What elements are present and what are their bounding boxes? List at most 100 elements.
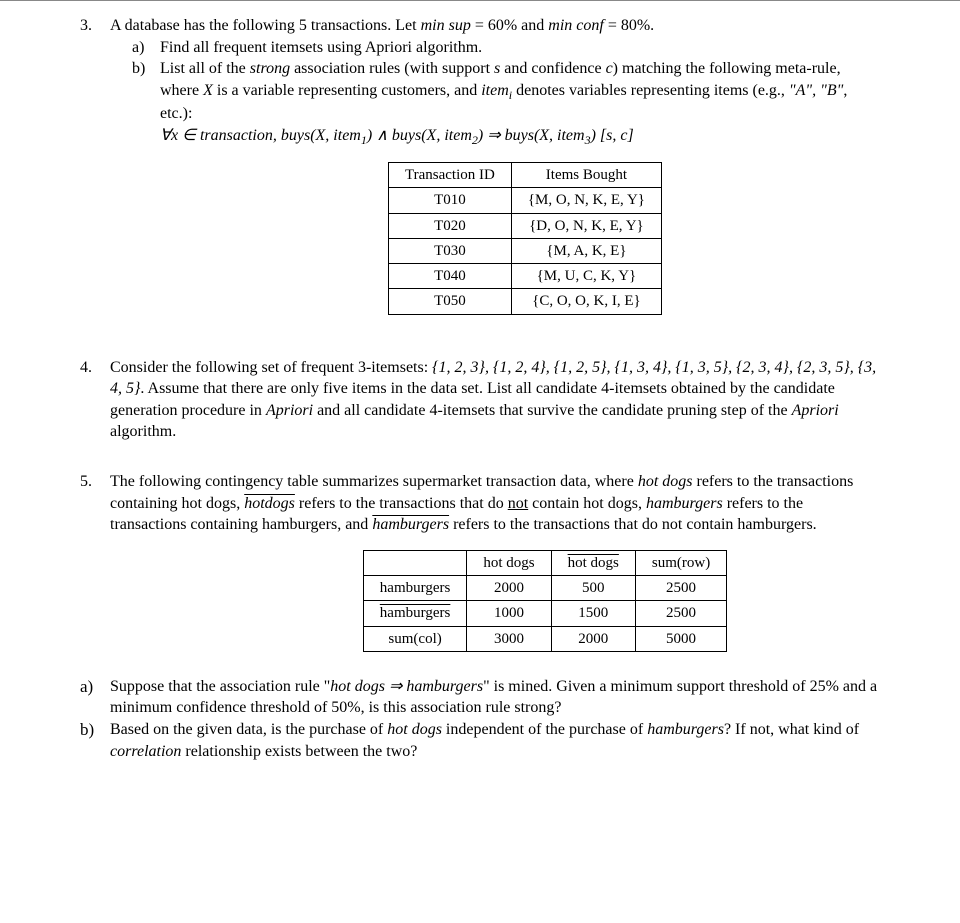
q5-hdbar: hotdogs [244,495,295,512]
table-row: T020{D, O, N, K, E, Y} [388,213,661,238]
cell: 3000 [467,626,551,651]
q5-b: b) Based on the given data, is the purch… [80,719,880,762]
table-row: hamburgers 1000 1500 2500 [363,601,726,626]
q5-table-wrap: hot dogs hot dogs sum(row) hamburgers 20… [110,550,880,652]
th-hotdogs: hot dogs [467,550,551,575]
table-row: sum(col) 3000 2000 5000 [363,626,726,651]
q5b-mid2: ? If not, what kind of [724,721,859,738]
cell: T050 [388,289,511,314]
q3-minconf-val: = 80%. [604,17,654,34]
q3-minconf-label: min conf [548,17,604,34]
th-tid: Transaction ID [388,163,511,188]
cell: 1000 [467,601,551,626]
cell: T010 [388,188,511,213]
q5b-pre: Based on the given data, is the purchase… [110,721,387,738]
row-label-text: hamburgers [380,605,451,621]
q5b-hb: hamburgers [647,721,724,738]
q3-a-text: Find all frequent itemsets using Apriori… [160,37,880,59]
q4-number: 4. [80,357,106,379]
q5-body: The following contingency table summariz… [110,471,880,666]
q5a-pre: Suppose that the association rule " [110,678,330,695]
cell: 2500 [635,601,726,626]
row-label: hamburgers [363,576,467,601]
table-row: T040{M, U, C, K, Y} [388,264,661,289]
cell: {M, A, K, E} [511,238,661,263]
q3-b-text: List all of the strong association rules… [160,58,880,148]
q5b-mid: independent of the purchase of [442,721,647,738]
q3b-post2: is a variable representing customers, an… [213,82,481,99]
q3-minsup-label: min sup [421,17,471,34]
q5-a-text: Suppose that the association rule "hot d… [110,676,880,719]
q3-b: b) List all of the strong association ru… [132,58,880,148]
cell: 2000 [551,626,635,651]
q5-b-text: Based on the given data, is the purchase… [110,719,880,762]
q3-number: 3. [80,15,106,37]
q3b-mid: association rules (with support [290,60,494,77]
q5-ab-list: a) Suppose that the association rule "ho… [80,676,880,762]
q5-number: 5. [80,471,106,493]
cell: {C, O, O, K, I, E} [511,289,661,314]
q5-a: a) Suppose that the association rule "ho… [80,676,880,719]
q4-mid2: and all candidate 4-itemsets that surviv… [313,402,792,419]
th-not-hotdogs: hot dogs [551,550,635,575]
table-row: T030{M, A, K, E} [388,238,661,263]
q3-sublist: a) Find all frequent itemsets using Apri… [110,37,880,149]
q3b-strong: strong [250,60,290,77]
question-3: 3. A database has the following 5 transa… [80,15,880,329]
row-label: sum(col) [363,626,467,651]
q3b-pre: List all of the [160,60,250,77]
q3-body: A database has the following 5 transacti… [110,15,880,329]
table-row: T010{M, O, N, K, E, Y} [388,188,661,213]
q3-a: a) Find all frequent itemsets using Apri… [132,37,880,59]
transactions-table: Transaction ID Items Bought T010{M, O, N… [388,162,662,315]
q4-apriori1: Apriori [266,402,313,419]
q3b-B: "B" [820,82,843,99]
q4-post: algorithm. [110,423,176,440]
cell: 5000 [635,626,726,651]
cell: T030 [388,238,511,263]
q3b-forall: ∀x ∈ [160,127,196,144]
question-5: 5. The following contingency table summa… [80,471,880,762]
q3b-c: c [606,60,613,77]
table-row: hamburgers 2000 500 2500 [363,576,726,601]
table-header-row: Transaction ID Items Bought [388,163,661,188]
q5-pre: The following contingency table summariz… [110,473,638,490]
q5a-rule: hot dogs ⇒ hamburgers [330,678,483,695]
cell: 2500 [635,576,726,601]
row-label: hamburgers [363,601,467,626]
q3b-itemi: item [481,82,509,99]
q3b-mid2: and confidence [500,60,605,77]
q3-minsup-val: = 60% and [471,17,548,34]
q5-mid2: refers to the transactions that do [295,495,508,512]
th-sumrow: sum(row) [635,550,726,575]
th-items: Items Bought [511,163,661,188]
cell: {M, O, N, K, E, Y} [511,188,661,213]
q3b-and: ) ∧ buys(X, item [367,127,472,144]
q3b-imp: ) ⇒ buys(X, item [478,127,585,144]
q3-intro-pre: A database has the following 5 transacti… [110,17,421,34]
q5-hbbar: hamburgers [372,516,449,533]
cell: {D, O, N, K, E, Y} [511,213,661,238]
q5b-corr: correlation [110,743,181,760]
q3b-post3: denotes variables representing items (e.… [512,82,789,99]
q3-table-wrap: Transaction ID Items Bought T010{M, O, N… [110,162,880,315]
table-header-row: hot dogs hot dogs sum(row) [363,550,726,575]
q3-a-label: a) [132,37,156,59]
q4-body: Consider the following set of frequent 3… [110,357,880,443]
q3b-rule: ∀x ∈ transaction, buys(X, item1) ∧ buys(… [160,127,634,144]
q5b-hd: hot dogs [387,721,442,738]
q5-mid2b: contain hot dogs, [528,495,646,512]
q5-hd1: hot dogs [638,473,693,490]
q3b-A: "A" [789,82,812,99]
cell: 1500 [551,601,635,626]
cell: T040 [388,264,511,289]
q5b-post: relationship exists between the two? [181,743,417,760]
q5-b-label: b) [80,719,106,742]
q5-mid4: refers to the transactions that do not c… [449,516,817,533]
table-row: T050{C, O, O, K, I, E} [388,289,661,314]
cell: 500 [551,576,635,601]
q3-b-label: b) [132,58,156,80]
q3b-trans: transaction, buys(X, item [196,127,361,144]
q4-pre: Consider the following set of frequent 3… [110,359,432,376]
question-4: 4. Consider the following set of frequen… [80,357,880,443]
